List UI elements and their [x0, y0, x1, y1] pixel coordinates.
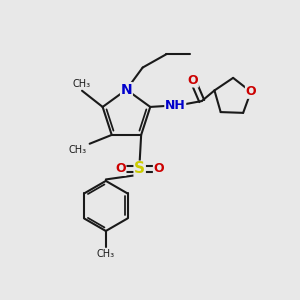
Text: CH₃: CH₃	[73, 79, 91, 89]
Text: N: N	[121, 82, 132, 97]
Text: CH₃: CH₃	[97, 249, 115, 259]
Text: O: O	[154, 162, 164, 175]
Text: O: O	[188, 74, 198, 87]
Text: O: O	[115, 162, 126, 175]
Text: NH: NH	[165, 99, 186, 112]
Text: CH₃: CH₃	[69, 145, 87, 155]
Text: S: S	[134, 161, 145, 176]
Text: O: O	[245, 85, 256, 98]
